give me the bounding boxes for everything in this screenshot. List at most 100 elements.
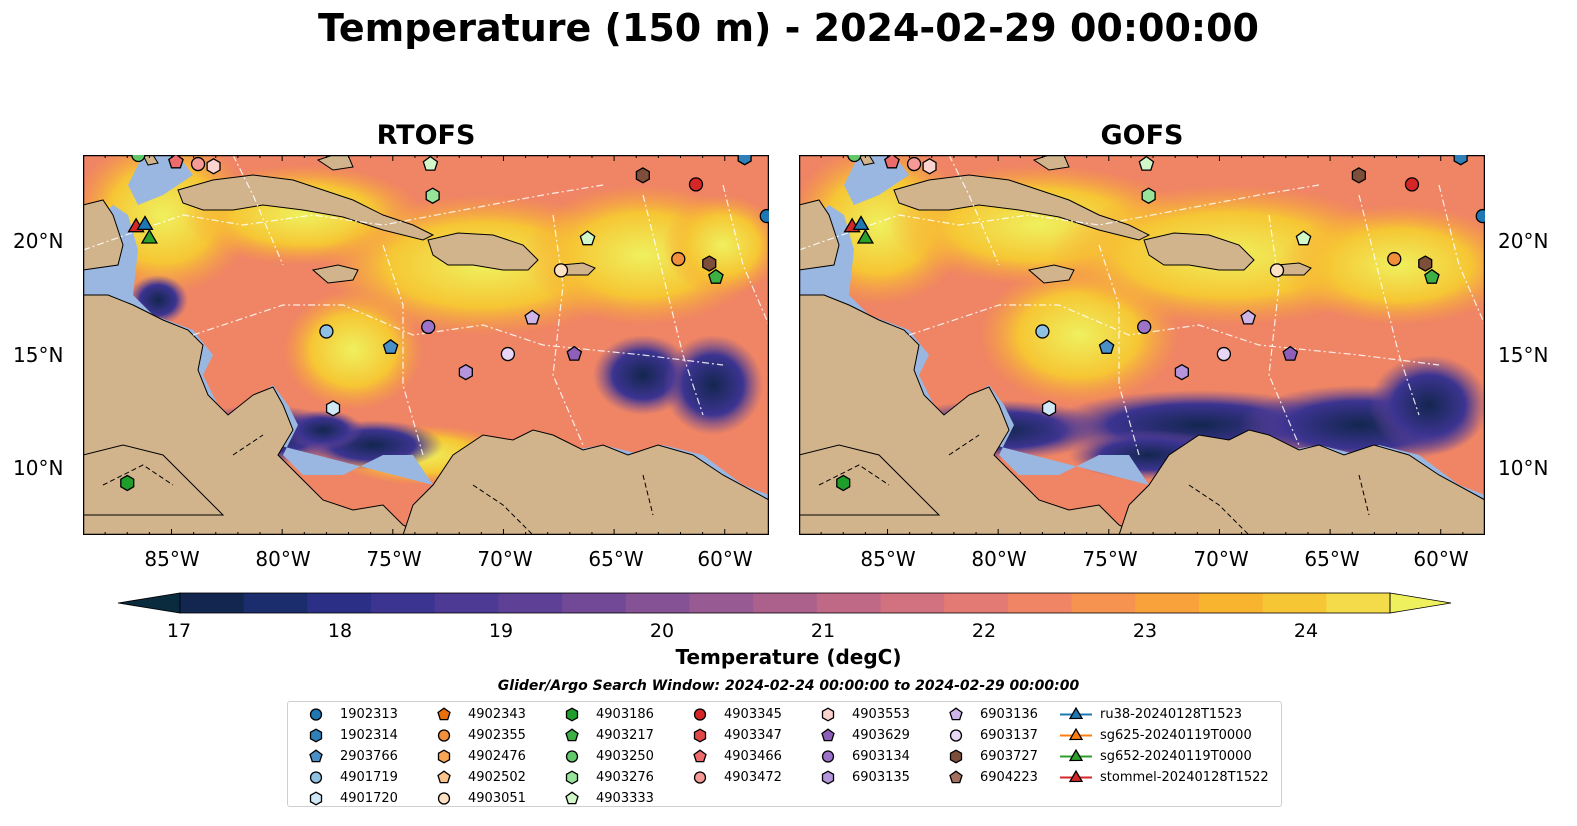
eez-boundary-line <box>1268 214 1300 446</box>
colorbar-segment <box>880 593 945 613</box>
legend-label: 6903137 <box>980 728 1038 743</box>
legend-circle-icon <box>693 708 707 721</box>
argo-float-marker <box>1424 268 1440 284</box>
argo-float-marker <box>1138 155 1155 171</box>
argo-float-marker <box>382 338 399 354</box>
central-america-land <box>82 294 424 536</box>
legend-marker <box>821 728 835 742</box>
legend-pentagon-icon <box>437 770 451 784</box>
legend-marker <box>949 729 963 742</box>
legend-label: 6903136 <box>980 707 1038 722</box>
lon-label-75w-right: 75°W <box>1082 547 1138 571</box>
colorbar <box>117 592 1452 614</box>
argo-float-marker <box>1282 345 1299 361</box>
country-border <box>818 464 890 486</box>
legend-marker <box>309 749 323 763</box>
argo-float-marker <box>421 319 436 335</box>
colorbar-segment <box>434 593 499 613</box>
colorbar-segment <box>307 593 372 613</box>
legend-pentagon-icon <box>949 770 963 784</box>
lat-label-20n-right: 20°N <box>1498 229 1549 253</box>
legend-hexagon-icon <box>565 770 579 785</box>
legend-marker <box>309 728 323 743</box>
argo-float-marker <box>1475 208 1490 224</box>
legend-marker <box>821 770 835 785</box>
legend-label: 4902476 <box>468 749 526 764</box>
figure-title: Temperature (150 m) - 2024-02-29 00:00:0… <box>317 6 1259 50</box>
legend-marker <box>1068 706 1084 720</box>
argo-float-marker <box>708 268 724 284</box>
legend-marker <box>437 792 451 805</box>
lat-label-10n-right: 10°N <box>1498 456 1549 480</box>
legend-marker <box>309 771 323 784</box>
colorbar-segment <box>1326 593 1391 613</box>
legend-circle-icon <box>821 750 835 763</box>
eez-boundary-line <box>382 244 424 456</box>
cold-anomaly <box>283 410 363 450</box>
country-border <box>1358 474 1370 516</box>
eez-boundary-line <box>722 184 770 326</box>
lon-label-85w-left: 85°W <box>144 547 200 571</box>
rtofs-map-svg <box>73 135 783 536</box>
gofs-temperature-map <box>789 145 1519 536</box>
eez-boundary-line <box>192 304 724 366</box>
legend: 1902313 1902314 2903766 4901719 4901720 49023… <box>287 701 1282 807</box>
legend-hexagon-icon <box>309 791 323 806</box>
legend-label: 4903250 <box>596 749 654 764</box>
legend-hexagon-icon <box>821 707 835 722</box>
colorbar-segment <box>371 593 436 613</box>
lat-label-15n-right: 15°N <box>1498 343 1549 367</box>
colorbar-tick-24: 24 <box>1293 620 1319 642</box>
eez-boundary-line <box>1098 244 1140 456</box>
legend-hexagon-icon <box>693 728 707 743</box>
argo-float-marker <box>168 153 184 169</box>
colorbar-segment <box>562 593 627 613</box>
argo-float-marker <box>1216 346 1232 362</box>
legend-label: 4902343 <box>468 707 526 722</box>
country-border <box>232 434 264 456</box>
legend-marker <box>1068 769 1084 783</box>
legend-marker <box>949 749 963 764</box>
warm-anomaly <box>1279 205 1519 325</box>
argo-float-marker <box>1174 363 1189 381</box>
legend-pentagon-icon <box>693 749 707 763</box>
legend-marker <box>565 728 579 742</box>
legend-label: 4903051 <box>468 791 526 806</box>
argo-float-marker <box>422 155 439 171</box>
legend-circle-icon <box>309 771 323 784</box>
argo-float-marker <box>1295 230 1312 246</box>
legend-circle-icon <box>437 729 451 742</box>
colorbar-tick-19: 19 <box>488 620 514 642</box>
legend-marker <box>309 791 323 806</box>
argo-float-marker <box>836 474 851 492</box>
legend-hexagon-icon <box>309 728 323 743</box>
legend-line-triangle-icon <box>1060 769 1092 783</box>
jamaica-land <box>311 264 359 284</box>
country-border <box>642 474 654 516</box>
eez-boundary-line <box>948 154 1000 266</box>
lon-label-70w-right: 70°W <box>1193 547 1249 571</box>
legend-circle-icon <box>437 792 451 805</box>
legend-label: sg625-20240119T0000 <box>1100 728 1252 743</box>
colorbar-segment <box>180 593 245 613</box>
jamaica-land <box>1027 264 1075 284</box>
legend-marker <box>437 749 451 764</box>
legend-marker <box>693 708 707 721</box>
legend-marker <box>437 729 451 742</box>
legend-circle-icon <box>565 750 579 763</box>
eez-boundary-line <box>1438 184 1486 326</box>
legend-marker <box>309 708 323 721</box>
country-border <box>102 464 174 486</box>
glider-marker <box>852 215 870 231</box>
search-window-text: Glider/Argo Search Window: 2024-02-24 00… <box>497 678 1080 694</box>
eez-boundary-line <box>232 154 284 266</box>
legend-marker <box>437 707 451 721</box>
lon-label-75w-left: 75°W <box>366 547 422 571</box>
argo-float-marker <box>1387 251 1402 267</box>
colorbar-tick-17: 17 <box>166 620 192 642</box>
country-border <box>948 434 980 456</box>
legend-line-triangle-icon <box>1060 727 1092 741</box>
argo-float-marker <box>759 208 774 224</box>
argo-float-marker <box>319 324 334 339</box>
legend-label: 4903186 <box>596 707 654 722</box>
